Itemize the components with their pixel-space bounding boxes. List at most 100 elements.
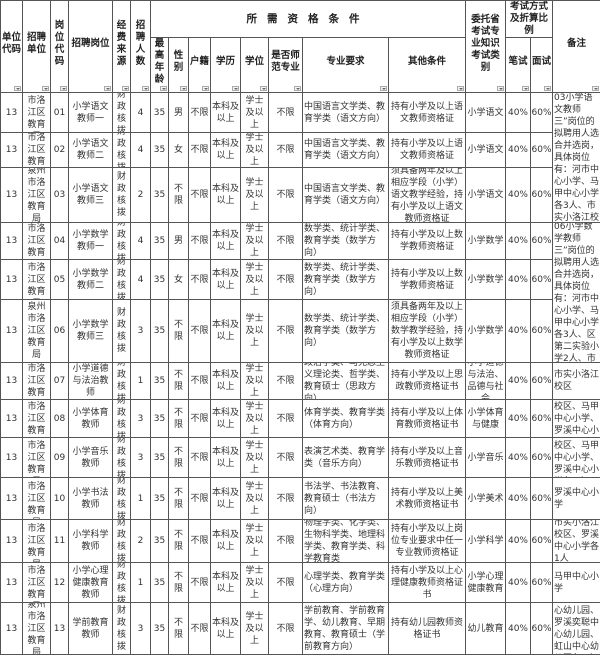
filter-dropdown-icon[interactable] (232, 86, 239, 91)
table-row: 13泉州市洛江区教育局12小学心理健康教育教师财政核拨135不限不限本科及以上学… (1, 563, 600, 603)
cell-text: 本科及以上 (212, 603, 239, 654)
filter-dropdown-icon[interactable] (60, 86, 67, 91)
header-other[interactable]: 其他条件 (389, 38, 466, 93)
cell-exam: 小学音乐 (466, 438, 506, 478)
cell-text: 不限 (190, 603, 209, 654)
filter-dropdown-icon[interactable] (380, 86, 387, 91)
cell-count: 2 (131, 168, 151, 223)
filter-dropdown-icon[interactable] (42, 86, 49, 91)
filter-dropdown-icon[interactable] (592, 86, 599, 91)
cell-text: 60% (532, 478, 551, 519)
cell-text: 13 (2, 478, 21, 519)
filter-dropdown-icon[interactable] (294, 86, 301, 91)
cell-written: 40% (506, 168, 531, 223)
cell-text: 持有小学及以上数学教师资格证 (390, 223, 464, 259)
header-post-code[interactable]: 岗位代码 (51, 1, 69, 93)
header-education[interactable]: 学历 (211, 38, 241, 93)
cell-gender: 不限 (169, 520, 189, 563)
filter-dropdown-icon[interactable] (260, 86, 267, 91)
cell-written: 40% (506, 133, 531, 168)
cell-interview: 60% (531, 168, 553, 223)
cell-text: 60% (532, 133, 551, 167)
cell-post: 小学语文教师二 (69, 133, 113, 168)
filter-dropdown-icon[interactable] (457, 86, 464, 91)
filter-dropdown-icon[interactable] (522, 86, 529, 91)
cell-age: 35 (151, 438, 169, 478)
cell-text: 本科及以上 (212, 93, 239, 132)
cell-post: 小学数学教师三 (69, 300, 113, 363)
cell-text: 财政核拨 (114, 168, 129, 222)
filter-dropdown-icon[interactable] (202, 86, 209, 91)
cell-funding: 财政核拨 (113, 260, 131, 300)
table-row: 13泉州市洛江区教育局05小学数学教师二财政核拨435女不限本科及以上学士及以上… (1, 260, 600, 300)
header-funding[interactable]: 经费来源 (113, 1, 131, 93)
header-post[interactable]: 招聘岗位 (69, 1, 113, 93)
cell-age: 35 (151, 300, 169, 363)
header-age[interactable]: 最高年龄 (151, 38, 169, 93)
cell-interview: 60% (531, 478, 553, 520)
header-unit[interactable]: 招聘单位 (23, 1, 51, 93)
cell-text: 40% (507, 438, 529, 477)
cell-post: 小学数学教师一 (69, 223, 113, 260)
filter-dropdown-icon[interactable] (160, 86, 167, 91)
cell-text: 01 (52, 93, 67, 132)
cell-major: 中国语言文学类、教育学类（语文方向） (303, 133, 389, 168)
filter-dropdown-icon[interactable] (122, 86, 129, 91)
header-hukou[interactable]: 户籍 (189, 38, 211, 93)
cell-remarks: 市实小洛江校区、罗溪中心小学各1人 (553, 520, 600, 563)
header-degree[interactable]: 学位 (241, 38, 269, 93)
cell-written: 40% (506, 300, 531, 363)
header-remarks[interactable]: 备注 (553, 1, 600, 93)
header-text: 学位 (245, 56, 264, 67)
cell-interview: 60% (531, 223, 553, 260)
cell-hukou: 不限 (189, 603, 211, 655)
filter-dropdown-icon[interactable] (544, 86, 551, 91)
filter-dropdown-icon[interactable] (104, 86, 111, 91)
header-interview[interactable]: 面试 (531, 38, 553, 93)
header-normal[interactable]: 是否师范专业 (269, 38, 303, 93)
cell-post: 小学道德与法治教师 (69, 363, 113, 400)
remarks-text: 市实小洛江校区、马甲中心小学、罗溪中心小学各1人 (554, 438, 599, 477)
header-count[interactable]: 招聘人数 (131, 1, 151, 93)
header-written[interactable]: 笔试 (506, 38, 531, 93)
cell-other: 持有幼儿园教师资格证书 (389, 603, 466, 655)
cell-text: 3 (132, 603, 149, 654)
header-major[interactable]: 专业要求 (303, 38, 389, 93)
cell-funding: 财政核拨 (113, 603, 131, 655)
cell-hukou: 不限 (189, 133, 211, 168)
cell-count: 3 (131, 300, 151, 363)
filter-dropdown-icon[interactable] (497, 86, 504, 91)
cell-degree: 学士及以上 (241, 603, 269, 655)
cell-text: 小学心理健康教育教师 (70, 563, 111, 602)
cell-post-code: 07 (51, 363, 69, 400)
cell-text: 3 (132, 438, 149, 477)
table-row: 13泉州市洛江区教育局07小学道德与法治教师财政核拨135不限不限本科及以上学士… (1, 363, 600, 400)
cell-text: 13 (2, 223, 21, 259)
cell-text: 不限 (190, 363, 209, 399)
cell-unit: 泉州市洛江区教育局 (23, 133, 51, 168)
filter-dropdown-icon[interactable] (14, 86, 21, 91)
cell-text: 学士及以上 (242, 168, 267, 222)
header-exam-category[interactable]: 委托省考试专业知识考试类别 (466, 1, 506, 93)
cell-gender: 女 (169, 260, 189, 300)
filter-dropdown-icon[interactable] (142, 86, 149, 91)
cell-text: 不限 (170, 363, 187, 399)
header-unit-code[interactable]: 单位代码 (1, 1, 23, 93)
cell-post: 小学语文教师三 (69, 168, 113, 223)
cell-exam: 小学数学 (466, 223, 506, 260)
cell-text: 40% (507, 223, 529, 259)
cell-text: 学士及以上 (242, 260, 267, 299)
cell-text: 本科及以上 (212, 300, 239, 362)
header-gender[interactable]: 性别 (169, 38, 189, 93)
cell-hukou: 不限 (189, 168, 211, 223)
cell-text: 本科及以上 (212, 478, 239, 519)
cell-exam: 小学语文 (466, 93, 506, 133)
cell-age: 35 (151, 93, 169, 133)
filter-dropdown-icon[interactable] (180, 86, 187, 91)
cell-text: 学士及以上 (242, 133, 267, 167)
cell-text: 35 (152, 223, 167, 259)
cell-text: 持有小学及以上美术教师资格证书 (390, 478, 464, 519)
cell-text: 泉州市洛江区教育局 (24, 260, 49, 299)
cell-major: 数学类、统计学类、教育学类（数学方向） (303, 223, 389, 260)
